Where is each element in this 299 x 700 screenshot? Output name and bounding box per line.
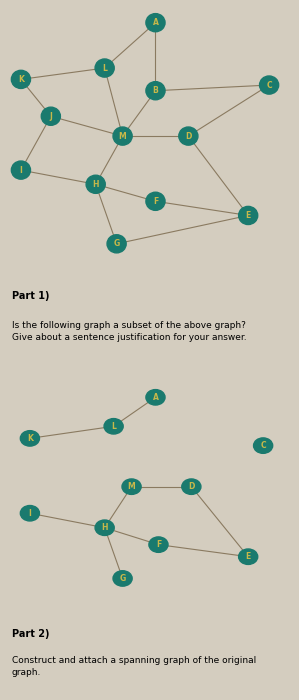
Circle shape [86,175,105,193]
Text: A: A [152,393,158,402]
Text: M: M [128,482,135,491]
Text: E: E [245,552,251,561]
Text: H: H [101,523,108,532]
Circle shape [239,206,258,225]
Circle shape [149,537,168,552]
Circle shape [107,234,126,253]
Text: M: M [119,132,126,141]
Text: Part 1): Part 1) [12,291,49,301]
Circle shape [122,479,141,494]
Circle shape [11,70,30,88]
Circle shape [20,430,39,446]
Circle shape [146,390,165,405]
Circle shape [11,161,30,179]
Text: I: I [19,166,22,174]
Text: G: G [120,574,126,583]
Text: A: A [152,18,158,27]
Text: C: C [260,441,266,450]
Circle shape [41,107,60,125]
Circle shape [113,570,132,586]
Circle shape [146,13,165,32]
Text: G: G [114,239,120,248]
Text: K: K [18,75,24,84]
Circle shape [20,505,39,521]
Text: Is the following graph a subset of the above graph?
Give about a sentence justif: Is the following graph a subset of the a… [12,321,247,342]
Text: L: L [102,64,107,73]
Text: C: C [266,80,272,90]
Circle shape [260,76,279,94]
Text: J: J [49,112,52,120]
Circle shape [182,479,201,494]
Circle shape [95,520,114,536]
Text: F: F [156,540,161,549]
Text: D: D [185,132,192,141]
Text: K: K [27,434,33,443]
Circle shape [104,419,123,434]
Circle shape [179,127,198,145]
Circle shape [254,438,273,454]
Circle shape [239,549,258,564]
Text: E: E [245,211,251,220]
Text: D: D [188,482,195,491]
Text: L: L [111,422,116,430]
Text: Part 2): Part 2) [12,629,49,639]
Text: Construct and attach a spanning graph of the original
graph.: Construct and attach a spanning graph of… [12,656,256,676]
Text: H: H [92,180,99,189]
Circle shape [113,127,132,145]
Circle shape [146,193,165,211]
Text: F: F [153,197,158,206]
Circle shape [146,82,165,100]
Text: I: I [28,509,31,518]
Text: B: B [152,86,158,95]
Circle shape [95,59,114,77]
